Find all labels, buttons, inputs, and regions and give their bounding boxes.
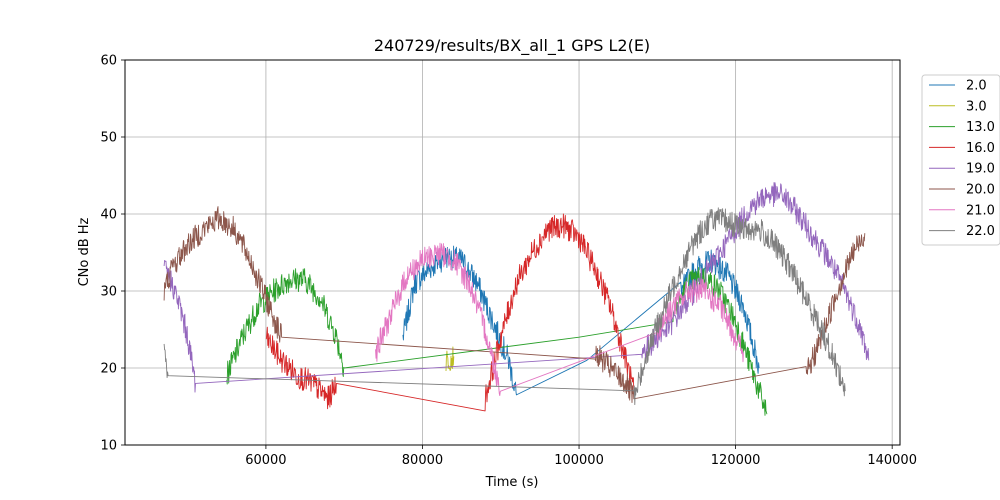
- y-tick-label: 20: [100, 362, 117, 377]
- plot-frame: [124, 59, 901, 446]
- series-line-20.0: [163, 206, 866, 403]
- x-tick-label: 100000: [554, 453, 604, 468]
- y-axis-ticks: 10 20 30 40 50 60: [100, 54, 125, 454]
- series-line-22.0: [163, 207, 846, 406]
- legend-label-2.0: 2.0: [966, 79, 987, 94]
- legend-label-19.0: 19.0: [966, 162, 995, 177]
- legend-label-3.0: 3.0: [966, 99, 987, 114]
- x-tick-label: 60000: [245, 453, 286, 468]
- series-layer: [163, 182, 870, 416]
- y-tick-label: 30: [100, 285, 117, 300]
- legend-items: 2.0 3.0 13.0 16.0 19.0 20.0 21.0 22.0: [929, 79, 995, 239]
- legend: 2.0 3.0 13.0 16.0 19.0 20.0 21.0 22.0: [921, 74, 1000, 246]
- x-tick-label: 140000: [867, 453, 917, 468]
- legend-label-21.0: 21.0: [966, 203, 995, 218]
- y-axis-label: CNo dB Hz: [77, 217, 92, 286]
- legend-label-20.0: 20.0: [966, 183, 995, 198]
- legend-label-22.0: 22.0: [966, 224, 995, 239]
- y-tick-label: 50: [100, 131, 117, 146]
- y-tick-label: 10: [100, 439, 117, 454]
- chart-title: 240729/results/BX_all_1 GPS L2(E): [374, 36, 650, 56]
- x-axis-ticks: 60000 80000 100000 120000 140000: [245, 445, 917, 468]
- series-line-21.0: [375, 242, 744, 397]
- series-line-16.0: [265, 213, 635, 412]
- series-line-2.0: [402, 245, 760, 396]
- x-tick-label: 80000: [402, 453, 443, 468]
- legend-box: [921, 74, 1000, 246]
- x-axis-label: Time (s): [485, 475, 539, 490]
- legend-label-16.0: 16.0: [966, 141, 995, 156]
- legend-label-13.0: 13.0: [966, 120, 995, 135]
- y-tick-label: 60: [100, 54, 117, 69]
- series-line-13.0: [226, 266, 768, 416]
- x-tick-label: 120000: [711, 453, 761, 468]
- y-tick-label: 40: [100, 208, 117, 223]
